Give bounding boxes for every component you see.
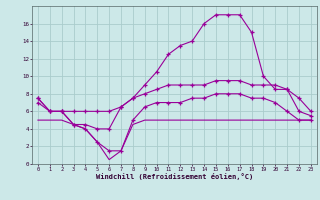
X-axis label: Windchill (Refroidissement éolien,°C): Windchill (Refroidissement éolien,°C) [96, 173, 253, 180]
